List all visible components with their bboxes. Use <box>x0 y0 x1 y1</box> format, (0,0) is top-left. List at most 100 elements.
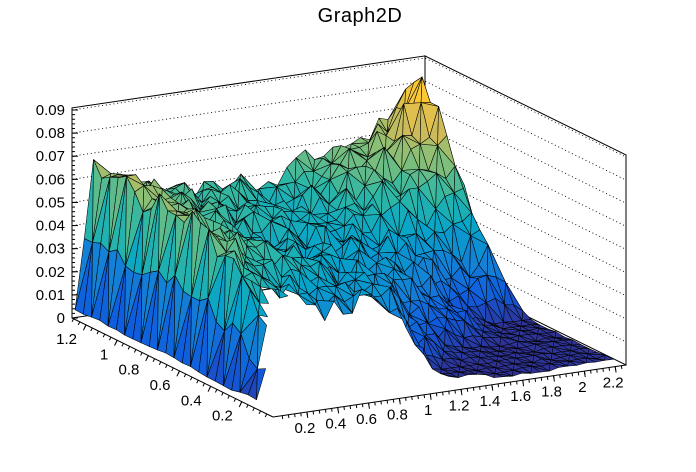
surface-facet <box>370 293 381 303</box>
surface-facet <box>585 357 596 364</box>
x-axis-tick-label: 1.4 <box>479 393 500 410</box>
y-axis-minor-tick <box>190 376 193 381</box>
x-axis-tick-label: 0.6 <box>356 411 377 428</box>
z-axis-tick-label: 0.01 <box>36 287 65 304</box>
x-axis-tick-label: 1.8 <box>541 384 562 401</box>
surface-facet <box>548 363 559 372</box>
y-axis-minor-tick <box>140 352 143 356</box>
y-axis-tick-label: 0.6 <box>150 377 171 394</box>
y-axis-minor-tick <box>196 379 199 384</box>
surface-facet <box>333 294 344 315</box>
x-axis-tick-label: 1.2 <box>449 397 470 414</box>
x-axis-tick-label: 0.8 <box>387 406 408 423</box>
z-gridline <box>71 242 627 343</box>
surface-facet <box>476 370 486 375</box>
axes: 0.2 0.4 0.6 0.8 1 1.2 1.4 1.6 1.8 2 2.2 0.2 0.4 0.6 0.… <box>36 102 627 437</box>
y-axis-minor-tick <box>246 404 249 408</box>
x-axis-tick-label: 1.6 <box>510 388 531 405</box>
z-axis-tick-label: 0.09 <box>36 102 65 119</box>
y-axis-minor-tick <box>152 358 156 362</box>
y-axis-minor-tick <box>71 318 75 323</box>
y-axis-minor-tick <box>84 324 87 329</box>
y-axis-minor-tick <box>102 333 106 338</box>
y-axis-minor-tick <box>96 330 99 335</box>
z-axis-tick-label: 0.02 <box>36 264 65 281</box>
y-axis-minor-tick <box>90 327 93 332</box>
y-axis-minor-tick <box>77 321 81 326</box>
y-axis-minor-tick <box>221 392 224 396</box>
z-axis-tick-label: 0.08 <box>36 125 65 142</box>
z-axis-tick-label: 0 <box>57 310 65 327</box>
x-axis-tick-label: 2.2 <box>603 375 624 392</box>
z-gridline <box>71 173 627 274</box>
z-axis-tick-label: 0.05 <box>36 194 65 211</box>
x-axis-tick-label: 0.4 <box>325 415 346 432</box>
y-axis-minor-tick <box>165 364 168 369</box>
y-axis-tick-label: 0.4 <box>181 392 202 409</box>
z-axis-tick-label: 0.07 <box>36 148 65 165</box>
z-gridlines <box>71 57 627 343</box>
y-axis-line <box>71 317 274 418</box>
y-axis-minor-tick <box>127 346 131 350</box>
y-axis-minor-tick <box>258 410 261 415</box>
plot-title: Graph2D <box>317 5 403 27</box>
surface-facet <box>457 371 468 378</box>
z-axis-tick-label: 0.03 <box>36 241 65 258</box>
surface-facet <box>315 300 326 321</box>
surface-facet <box>493 373 504 378</box>
surface-facet <box>259 286 269 304</box>
surface-facet <box>604 354 614 361</box>
surface-facet <box>405 320 416 345</box>
surface-facet <box>512 370 522 377</box>
y-axis-tick-label: 1 <box>100 346 108 363</box>
y-axis-minor-tick <box>227 395 230 399</box>
x-axis-tick-label: 2 <box>578 379 586 396</box>
y-axis-minor-tick <box>146 355 149 359</box>
x-axis-tick-label: 1 <box>424 402 432 419</box>
y-axis-minor-tick <box>214 389 218 393</box>
y-axis-minor-tick <box>252 407 255 412</box>
y-axis-minor-tick <box>202 383 205 387</box>
surface-facet <box>278 289 289 299</box>
surface-facet <box>352 288 362 314</box>
surface-facet <box>258 302 268 318</box>
y-axis-tick-label: 1.2 <box>56 331 77 348</box>
surface-facet <box>567 360 578 367</box>
y-axis-minor-tick <box>109 336 112 341</box>
y-axis-minor-tick <box>115 340 118 344</box>
y-axis-minor-tick <box>233 398 237 402</box>
z-gridline <box>71 103 627 204</box>
y-axis-minor-tick <box>264 413 268 418</box>
z-gridline <box>71 196 627 297</box>
surface-facet <box>260 276 270 289</box>
x-axis-line <box>272 364 627 418</box>
z-axis-tick-label: 0.06 <box>36 171 65 188</box>
surface-mesh <box>74 76 614 400</box>
surface-facet <box>422 347 433 370</box>
z-gridline <box>71 149 627 250</box>
y-axis-minor-tick <box>208 386 212 390</box>
y-axis-minor-tick <box>158 361 162 366</box>
x-axis-tick-label: 0.2 <box>294 420 315 437</box>
z-gridline <box>71 126 627 227</box>
y-axis-minor-tick <box>183 373 187 378</box>
y-axis-minor-tick <box>171 367 174 372</box>
z-axis-tick-label: 0.04 <box>36 218 65 235</box>
y-axis-tick-label: 0.2 <box>212 408 233 425</box>
surface-facet <box>257 314 267 370</box>
y-axis-minor-tick <box>133 349 137 353</box>
z-gridline <box>71 80 627 181</box>
surface-facet <box>432 368 442 374</box>
y-axis-minor-tick <box>239 401 243 405</box>
y-axis-tick-label: 0.8 <box>118 362 139 379</box>
surface-facet <box>297 294 316 306</box>
z-gridline <box>71 219 627 320</box>
y-axis-minor-tick <box>177 370 180 375</box>
surface-facet <box>440 373 459 378</box>
z-gridline <box>71 57 627 158</box>
surface-facet <box>530 366 541 374</box>
y-axis-minor-tick <box>121 343 124 347</box>
surface-facet <box>256 368 266 400</box>
